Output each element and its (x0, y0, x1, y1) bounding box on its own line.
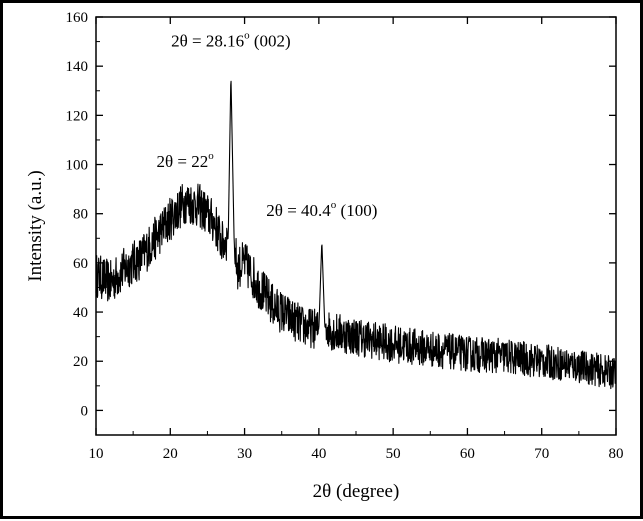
x-tick-label: 30 (237, 446, 252, 462)
y-tick-label: 100 (66, 158, 89, 174)
y-tick-label: 20 (73, 354, 88, 370)
axis-ticks (95, 16, 617, 436)
y-tick-label: 0 (81, 403, 89, 419)
y-tick-label: 140 (66, 59, 89, 75)
x-tick-label: 70 (534, 446, 549, 462)
y-axis-title: Intensity (a.u.) (25, 170, 46, 281)
y-tick-label: 80 (73, 207, 88, 223)
axis-tick-labels: 10 20 30 40 50 60 70 80 0 20 40 60 80 100 120 140 160 (66, 10, 624, 462)
peak-annotations: 2θ = 22o 2θ = 28.16o (002) 2θ = 40.4o (100… (157, 30, 378, 221)
annotation-peak-22: 2θ = 22o (157, 150, 215, 171)
y-tick-label: 40 (73, 305, 88, 321)
series-line (95, 80, 617, 390)
x-tick-label: 60 (460, 446, 475, 462)
annotation-peak-28: 2θ = 28.16o (002) (171, 30, 291, 51)
x-tick-label: 50 (386, 446, 401, 462)
x-tick-label: 80 (609, 446, 624, 462)
y-tick-label: 120 (66, 108, 89, 124)
y-tick-label: 160 (66, 10, 89, 26)
y-tick-label: 60 (73, 256, 88, 272)
x-tick-label: 40 (311, 446, 326, 462)
x-axis-title: 2θ (degree) (313, 481, 400, 502)
x-tick-label: 10 (89, 446, 104, 462)
annotation-peak-40: 2θ = 40.4o (100) (266, 199, 377, 220)
x-tick-label: 20 (163, 446, 178, 462)
xrd-chart: 10 20 30 40 50 60 70 80 0 20 40 60 80 100 120 140 160 2θ… (25, 10, 624, 502)
